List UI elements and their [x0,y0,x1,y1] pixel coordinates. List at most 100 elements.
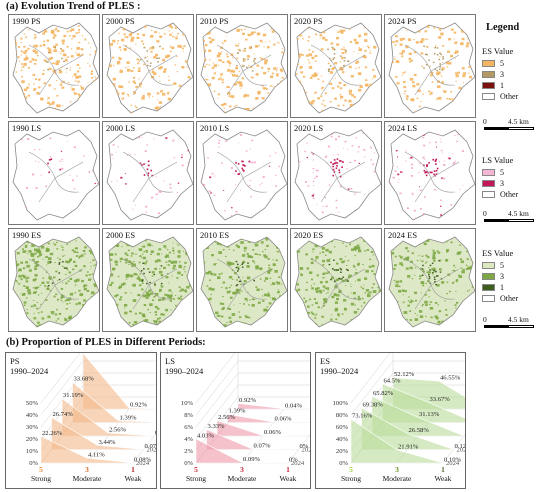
map-cell: 2000 ES [102,228,194,332]
legend-label: 1 [500,283,504,292]
data-label: 0.10% [444,456,462,463]
z-tick-label: 2% [184,448,193,455]
area-slice-2020 [206,429,299,450]
map-grid: 1990 PS 2000 PS 2010 PS 2020 PS 2024 PS 1990 … [8,14,476,332]
chart-panel-ps: 46.55%0.92%0.04%33.68%1.39%0.06%31.19%2.… [5,352,157,489]
category-label: Weak [435,474,452,483]
z-tick-label: 4% [184,436,193,443]
legend-item: 5 [482,58,548,69]
chart-title: ES [320,356,330,366]
data-label: 0% [300,443,309,450]
map-row: 1990 LS 2000 LS 2010 LS 2020 LS 2024 LS [8,121,476,225]
data-label: 0.08% [134,456,152,463]
map-label: 2000 LS [105,123,137,133]
z-tick-label: 30% [26,424,39,431]
scale-bar-graphic [484,219,534,222]
map-cell: 2024 ES [384,228,476,332]
map-row: 1990 PS 2000 PS 2010 PS 2020 PS 2024 PS [8,14,476,118]
legend-item: 5 [482,260,548,271]
scale-zero-label: 0 [483,209,487,218]
map-cell: 2020 PS [290,14,382,118]
legend-heading: ES Value [482,248,514,258]
chart-ps: 46.55%0.92%0.04%33.68%1.39%0.06%31.19%2.… [10,353,158,483]
map-cell: 2000 LS [102,121,194,225]
legend-label: Other [500,190,519,199]
map-image [388,236,475,328]
legend-label: 5 [500,168,504,177]
data-label: 0.06% [275,416,293,423]
map-image [106,236,193,328]
chart-subtitle: 1990–2024 [10,366,49,376]
data-label: 73.16% [352,413,373,420]
map-cell: 2000 PS [102,14,194,118]
legend-item: 3 [482,271,548,282]
map-cell: 1990 LS [8,121,100,225]
legend-item: Other [482,293,548,304]
data-label: 4.03% [197,432,215,439]
map-cell: 1990 PS [8,14,100,118]
chart-title: PS [10,356,20,366]
legend-swatch [482,284,495,291]
category-label: Moderate [228,474,257,483]
legend-label: 3 [500,179,504,188]
map-label: 1990 ES [11,230,43,240]
legend-block: ES Value 5 3 1 Other [482,248,548,304]
data-label: 2.56% [109,426,127,433]
legend-swatch [482,169,495,176]
data-label: 0.06% [155,429,157,436]
map-label: 1990 PS [11,16,42,26]
z-tick-label: 80% [336,412,349,419]
data-label: 33.68% [74,376,95,383]
legend-label: Other [500,92,519,101]
data-label: 0% [465,430,466,437]
map-image [200,129,287,221]
category-value: 3 [240,465,244,474]
data-label: 33.67% [430,396,451,403]
scale-zero-label: 0 [483,315,487,324]
data-label: 0.06% [264,429,282,436]
chart-es: 52.12% 46.55% 0% 64.5% 33.67% 0% 65.82% 31.13% 0… [320,353,466,483]
map-cell: 2010 ES [196,228,288,332]
data-label: 3.44% [99,439,117,446]
map-image [106,129,193,221]
category-value: 5 [39,465,43,474]
section-b-title: (b) Proportion of PLES in Different Peri… [6,337,206,348]
scale-km-label: 4.5 km [508,117,529,126]
data-label: 4.11% [88,452,105,459]
category-value: 3 [85,465,89,474]
legend-item: 3 [482,69,548,80]
legend-block: LS Value 5 3 Other [482,155,548,200]
map-image [388,129,475,221]
data-label: 46.55% [440,375,461,382]
year-label: 2024 [136,460,150,467]
z-tick-label: 100% [333,400,349,407]
category-value: 1 [441,465,445,474]
year-label: 2024 [291,460,305,467]
map-image [12,236,99,328]
map-label: 2024 ES [387,230,419,240]
chart-panel-ls: 0.92% 0.04% 0% 1.39% 0.06% 0% 2.56% 0.06% 0% 3.33… [160,352,311,489]
legend-label: 5 [500,261,504,270]
map-label: 2000 PS [105,16,136,26]
data-label: 2.56% [218,414,236,421]
category-label: Strong [31,474,51,483]
year-label: 2024 [446,460,460,467]
z-tick-label: 6% [184,424,193,431]
legend-swatch [482,295,495,302]
area-slice-2010 [216,420,310,437]
section-a-title: (a) Evolution Trend of PLES : [6,1,141,12]
year-label: 2020 [147,447,158,454]
data-label: 31.13% [419,411,440,418]
legend-item: 1 [482,80,548,91]
map-label: 2000 ES [105,230,137,240]
legend-swatch [482,82,495,89]
scale-zero-label: 0 [483,117,487,126]
map-cell: 2024 LS [384,121,476,225]
chart-ls: 0.92% 0.04% 0% 1.39% 0.06% 0% 2.56% 0.06% 0% 3.33… [165,353,310,483]
data-label: 31.19% [63,392,84,399]
map-image [294,236,381,328]
map-cell: 1990 ES [8,228,100,332]
map-cell: 2010 LS [196,121,288,225]
chart-panel-es: 52.12% 46.55% 0% 64.5% 33.67% 0% 65.82% 31.13% 0… [315,352,466,489]
z-tick-label: 0% [339,460,348,467]
